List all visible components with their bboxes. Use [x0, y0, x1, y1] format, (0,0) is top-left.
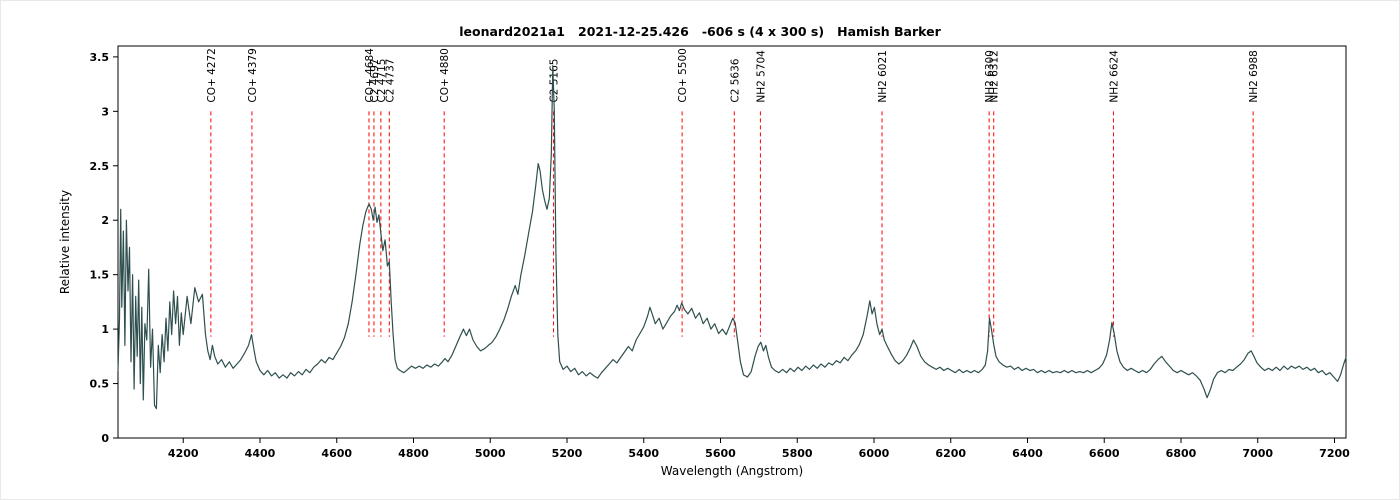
- svg-text:5800: 5800: [782, 447, 813, 460]
- svg-text:CO+ 4880: CO+ 4880: [439, 48, 451, 102]
- svg-text:7000: 7000: [1242, 447, 1273, 460]
- svg-text:NH2 6624: NH2 6624: [1108, 50, 1120, 103]
- svg-text:2.5: 2.5: [90, 160, 110, 173]
- svg-text:3: 3: [101, 105, 109, 118]
- svg-text:1: 1: [101, 323, 109, 336]
- svg-text:C2 5636: C2 5636: [729, 58, 741, 102]
- svg-text:NH2 6988: NH2 6988: [1248, 50, 1260, 103]
- svg-text:4200: 4200: [168, 447, 199, 460]
- svg-text:5200: 5200: [552, 447, 583, 460]
- svg-text:4800: 4800: [398, 447, 429, 460]
- svg-text:0.5: 0.5: [90, 378, 110, 391]
- svg-text:CO+ 4272: CO+ 4272: [206, 48, 218, 102]
- svg-text:6800: 6800: [1166, 447, 1197, 460]
- svg-text:5400: 5400: [628, 447, 659, 460]
- svg-text:NH2 6312: NH2 6312: [989, 50, 1001, 103]
- svg-text:NH2 6021: NH2 6021: [877, 50, 889, 103]
- svg-text:C2 5165: C2 5165: [549, 59, 561, 103]
- svg-text:6600: 6600: [1089, 447, 1120, 460]
- svg-text:C2 4697: C2 4697: [369, 59, 381, 103]
- svg-text:2: 2: [101, 214, 109, 227]
- svg-text:5600: 5600: [705, 447, 736, 460]
- svg-text:CO+ 5500: CO+ 5500: [677, 48, 689, 102]
- svg-text:CO+ 4684: CO+ 4684: [364, 48, 376, 103]
- svg-text:6000: 6000: [859, 447, 890, 460]
- svg-text:CO+ 4379: CO+ 4379: [247, 48, 259, 102]
- svg-text:6200: 6200: [935, 447, 966, 460]
- svg-text:5000: 5000: [475, 447, 506, 460]
- svg-text:3.5: 3.5: [90, 51, 110, 64]
- svg-text:1.5: 1.5: [90, 269, 110, 282]
- svg-text:7200: 7200: [1319, 447, 1350, 460]
- svg-text:4600: 4600: [321, 447, 352, 460]
- svg-text:C2 4737: C2 4737: [384, 59, 396, 103]
- svg-text:6400: 6400: [1012, 447, 1043, 460]
- svg-text:C2 4715: C2 4715: [376, 59, 388, 103]
- chart-title: leonard2021a1 2021-12-25.426 -606 s (4 x…: [459, 24, 941, 39]
- x-axis-label: Wavelength (Angstrom): [660, 464, 804, 478]
- svg-text:4400: 4400: [245, 447, 276, 460]
- svg-text:NH2 5704: NH2 5704: [755, 50, 767, 103]
- svg-text:NH2 6300: NH2 6300: [984, 50, 996, 103]
- svg-text:0: 0: [101, 432, 109, 445]
